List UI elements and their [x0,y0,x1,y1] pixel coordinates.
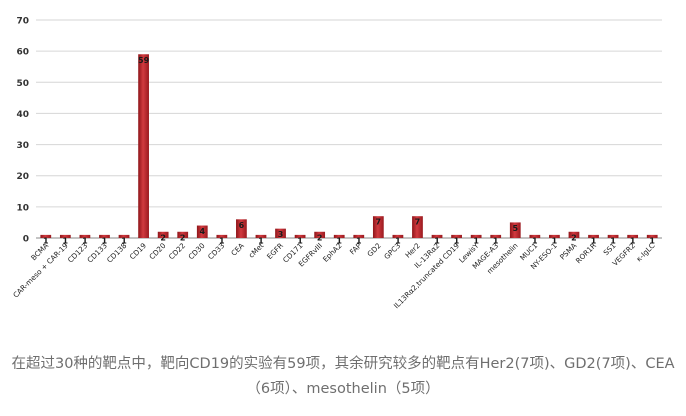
bar-value-label: 1 [649,236,655,245]
y-tick-label: 0 [23,235,29,245]
bar [118,234,130,238]
y-tick-label: 70 [16,17,29,27]
bar [236,219,247,238]
x-tick-label: κ-IgLC [634,241,656,263]
bar-value-label: 2 [160,233,166,242]
x-tick-label: CD20 [147,241,168,262]
y-tick-label: 50 [16,79,29,89]
bar-value-label: 1 [591,236,597,245]
bar-value-label: 1 [532,236,538,245]
bar-value-label: 2 [317,233,323,242]
bar-value-label: 1 [336,236,342,245]
bar [138,54,149,238]
chart-caption: 在超过30种的靶点中，靶向CD19的实验有59项，其余研究较多的靶点有Her2(… [11,356,675,397]
bar-value-label: 2 [180,233,186,242]
bar [627,234,639,238]
y-tick-label: 20 [16,172,29,182]
x-tick-label: CD22 [167,241,187,261]
bar [177,231,189,238]
bar [372,216,384,238]
data-labels: 1 1 1 1 1 59 2 2 4 1 6 1 3 1 2 1 1 7 1 7 1 1 1 1 5 1 1 2 1 1 1 1 [43,56,655,246]
y-tick-label: 30 [16,141,29,151]
bar [470,234,482,238]
bar-value-label: 1 [395,236,401,245]
bar [549,234,560,238]
bar-value-label: 1 [473,236,479,245]
bar [157,231,169,238]
y-tick-label: 40 [16,110,29,120]
x-tick-label: CD19 [128,241,149,262]
x-tick-label: ROR1R [574,241,598,265]
bar-value-label: 1 [297,236,303,245]
bar [196,225,208,238]
gridlines [36,19,662,239]
bar-value-label: 1 [552,236,558,245]
bar [412,216,423,238]
bar [275,228,286,238]
bar [646,234,658,238]
bar-value-label: 6 [239,221,245,230]
bar [255,234,267,238]
bar [59,234,71,238]
x-tick-label: CD30 [186,241,207,262]
bar-value-label: 7 [415,218,421,227]
bar [490,234,502,238]
bar-value-label: 59 [138,56,150,65]
x-tick-label: CD133 [85,241,109,265]
bar [294,234,306,238]
bar [392,234,404,238]
bar [79,234,91,238]
bar [353,234,365,238]
bar-value-label: 7 [376,218,382,227]
y-tick-label: 10 [16,203,29,213]
bar-value-label: 1 [102,236,108,245]
chart-area: 0 10 20 30 40 50 60 70 1 1 1 1 1 59 2 2 4 1 6 1 3 1 2 1 1 7 1 7 1 1 1… [11,17,662,311]
bar [216,234,228,238]
y-axis-ticks: 0 10 20 30 40 50 60 70 [16,17,29,245]
bar-value-label: 1 [630,236,636,245]
bar-value-label: 1 [219,236,225,245]
bar [568,231,580,238]
bar-value-label: 1 [356,236,362,245]
bar-value-label: 1 [121,236,127,245]
bar-value-label: 1 [454,236,460,245]
bar-value-label: 1 [493,236,499,245]
bar-value-label: 1 [258,236,264,245]
bar [509,222,521,238]
bars [40,54,658,238]
bar-value-label: 1 [82,236,88,245]
bar-value-label: 1 [610,236,616,245]
bar [333,234,345,238]
bar-value-label: 1 [63,236,69,245]
y-tick-label: 60 [16,48,29,58]
bar-value-label: 5 [512,224,518,233]
x-tick-label: EphA2 [321,241,344,264]
x-tick-label: CEA [229,241,246,258]
bar [40,234,52,238]
bar-value-label: 3 [278,230,284,239]
bar [431,234,443,238]
bar-value-label: 4 [199,227,205,236]
bar [99,234,110,238]
x-tick-label: GD2 [365,241,382,258]
bar [451,234,462,238]
bar [314,231,326,238]
bar-value-label: 2 [571,233,577,242]
bar [529,234,541,238]
x-tick-label: CD138 [105,241,129,265]
bar [607,234,619,238]
x-tick-label: CD123 [66,241,90,265]
bar-value-label: 1 [43,236,49,245]
bar [588,234,599,238]
bar-value-label: 1 [434,236,440,245]
